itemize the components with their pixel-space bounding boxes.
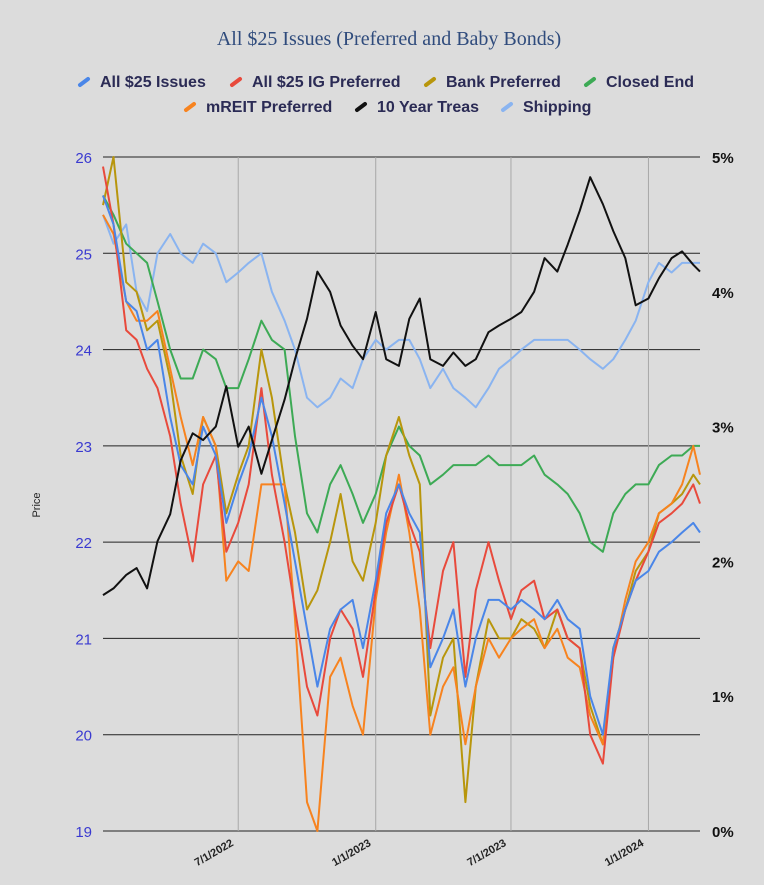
y2-tick-label: 5%	[712, 150, 734, 167]
y2-tick-label: 0%	[712, 824, 734, 841]
series-line-10-year-treas	[102, 176, 701, 596]
legend-label: mREIT Preferred	[206, 99, 332, 116]
x-tick-label: 1/1/2023	[330, 837, 373, 869]
y-axis-right-ticks: 0% 1% 2% 3% 4% 5%	[712, 150, 734, 841]
y-tick-label: 20	[75, 728, 92, 745]
x-tick-label: 7/1/2022	[193, 837, 236, 869]
legend-swatch	[424, 77, 436, 87]
y-tick-label: 25	[75, 246, 92, 263]
x-tick-label: 7/1/2023	[465, 837, 508, 869]
y-tick-label: 21	[75, 631, 92, 648]
legend-swatch	[184, 102, 196, 112]
y-tick-label: 24	[75, 343, 92, 360]
legend-swatch	[78, 77, 90, 87]
y2-tick-label: 2%	[712, 554, 734, 571]
chart-title: All $25 Issues (Preferred and Baby Bonds…	[217, 28, 561, 50]
y-tick-label: 22	[75, 535, 92, 552]
y2-tick-label: 1%	[712, 689, 734, 706]
legend-label: All $25 Issues	[100, 74, 206, 91]
legend-swatch	[584, 77, 596, 87]
legend: All $25 Issues All $25 IG Preferred Bank P…	[78, 74, 694, 116]
legend-swatch	[501, 102, 513, 112]
legend-swatch	[355, 102, 367, 112]
legend-swatch	[230, 77, 242, 87]
y2-tick-label: 4%	[712, 285, 734, 302]
legend-label: 10 Year Treas	[377, 99, 479, 116]
x-tick-label: 1/1/2024	[603, 837, 647, 869]
series-line-all-25-ig-preferred	[102, 166, 701, 765]
y-tick-label: 19	[75, 824, 92, 841]
vertical-gridlines	[237, 157, 649, 831]
y-axis-left-ticks: 19 20 21 22 23 24 25 26	[75, 150, 92, 841]
legend-label: Shipping	[523, 99, 591, 116]
series-lines	[102, 156, 701, 832]
legend-label: Closed End	[606, 74, 694, 91]
y2-tick-label: 3%	[712, 420, 734, 437]
legend-label: All $25 IG Preferred	[252, 74, 401, 91]
series-line-all-25-issues	[102, 195, 701, 736]
series-line-closed-end	[102, 195, 700, 553]
y-tick-label: 26	[75, 150, 92, 167]
legend-label: Bank Preferred	[446, 74, 561, 91]
y-tick-label: 23	[75, 439, 92, 456]
x-axis-ticks: 7/1/2022 1/1/2023 7/1/2023 1/1/2024	[193, 837, 647, 869]
y-axis-label: Price	[31, 492, 43, 517]
